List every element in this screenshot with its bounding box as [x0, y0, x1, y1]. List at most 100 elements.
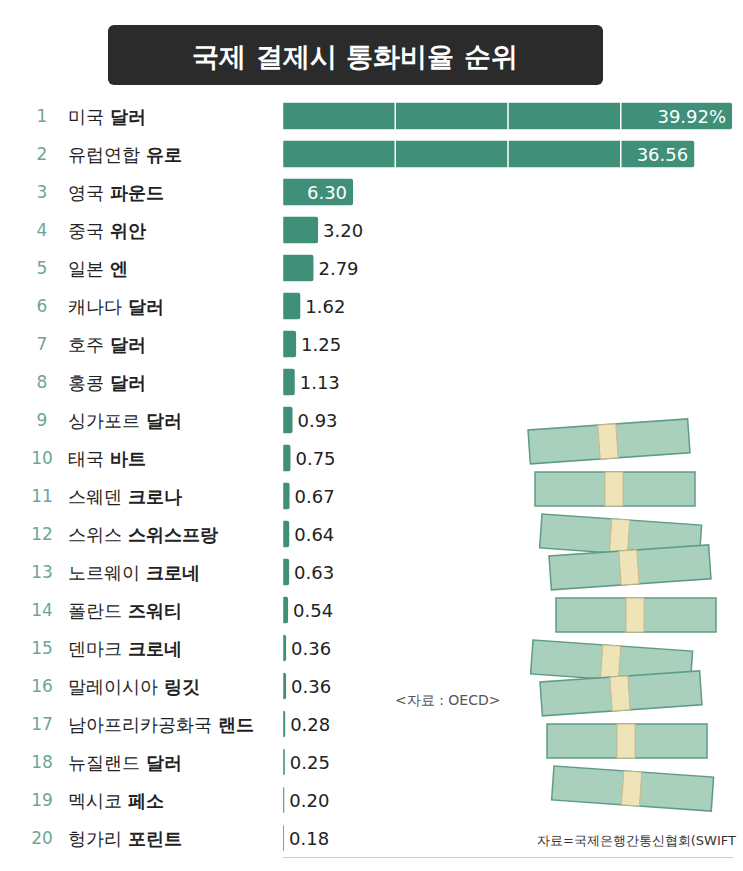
money-bundle [540, 671, 702, 716]
category-label: 미국 달러 [68, 106, 146, 127]
category-label: 호주 달러 [68, 334, 146, 355]
bar [282, 179, 353, 206]
category-label: 영국 파운드 [68, 182, 164, 203]
category-label: 태국 바트 [68, 448, 146, 469]
money-bundle [528, 419, 690, 464]
rank-label: 17 [31, 714, 53, 734]
category-label: 남아프리카공화국 랜드 [68, 714, 254, 735]
rank-label: 6 [37, 296, 48, 316]
rank-label: 3 [37, 182, 48, 202]
grid-line [507, 97, 509, 857]
rank-label: 10 [31, 448, 53, 468]
category-labels: 1234567891011121314151617181920미국 달러유럽연합… [31, 106, 254, 849]
money-bundle [547, 724, 707, 758]
category-label: 덴마크 크로네 [68, 638, 182, 659]
rank-label: 11 [31, 486, 53, 506]
bar [282, 255, 313, 282]
category-label: 폴란드 즈워티 [68, 600, 182, 621]
chart: 국제 결제시 통화비율 순위12345678910111213141516171… [0, 0, 743, 871]
bar [282, 331, 296, 358]
rank-label: 4 [37, 220, 48, 240]
rank-label: 18 [31, 752, 53, 772]
category-label: 노르웨이 크로네 [68, 562, 200, 583]
rank-label: 20 [31, 828, 53, 848]
data-label: 3.20 [323, 220, 363, 241]
bars [282, 103, 732, 852]
data-label: 0.75 [295, 448, 335, 469]
data-label: 0.63 [294, 562, 334, 583]
data-label: 2.79 [318, 258, 358, 279]
title: 국제 결제시 통화비율 순위 [192, 41, 517, 72]
category-label: 일본 엔 [68, 258, 128, 279]
category-label: 헝가리 포린트 [68, 828, 182, 849]
data-label: 0.36 [291, 638, 331, 659]
bar [282, 369, 295, 396]
bar [282, 445, 290, 472]
bundle-body [549, 545, 711, 590]
tick [282, 97, 283, 857]
category-label: 싱가포르 달러 [68, 410, 182, 431]
tick [395, 97, 396, 857]
data-label: 0.18 [289, 828, 329, 849]
grid-line [733, 97, 735, 857]
bar [282, 217, 318, 244]
data-label: 39.92% [657, 106, 726, 127]
axis-line [283, 857, 734, 858]
category-label: 캐나다 달러 [68, 296, 164, 317]
bundle-band [610, 676, 630, 711]
bar [282, 293, 300, 320]
bundle-band [605, 472, 623, 506]
money-bundle [552, 766, 714, 811]
data-label: 0.64 [294, 524, 334, 545]
category-label: 멕시코 페소 [68, 790, 164, 811]
bundle-body [535, 472, 695, 506]
data-label: 1.62 [305, 296, 345, 317]
category-label: 스웨덴 크로나 [68, 486, 182, 507]
rank-label: 7 [37, 334, 48, 354]
data-label: 1.25 [301, 334, 341, 355]
bundle-band [609, 519, 629, 554]
rank-label: 1 [37, 106, 48, 126]
category-label: 뉴질랜드 달러 [68, 752, 182, 773]
category-label: 중국 위안 [68, 220, 146, 241]
data-label: 0.67 [295, 486, 335, 507]
data-label: 0.54 [293, 600, 333, 621]
data-label: 0.28 [290, 714, 330, 735]
bundle-body [547, 724, 707, 758]
bundle-band [619, 550, 639, 585]
data-labels: 39.92%36.566.303.202.791.621.251.130.930… [289, 106, 726, 849]
tick [508, 97, 509, 857]
data-label: 36.56 [637, 144, 689, 165]
rank-label: 16 [31, 676, 53, 696]
rank-label: 14 [31, 600, 53, 620]
bundle-band [626, 598, 644, 632]
money-illustration [528, 419, 716, 811]
category-label: 말레이시아 링깃 [68, 676, 200, 697]
source: 자료=국제은행간통신협회(SWIFT [537, 833, 736, 848]
tick [733, 97, 734, 857]
money-bundle [556, 598, 716, 632]
rank-label: 5 [37, 258, 48, 278]
bundle-band [621, 771, 641, 806]
bundle-band [598, 424, 618, 459]
bar [282, 141, 694, 168]
rank-label: 19 [31, 790, 53, 810]
rank-label: 8 [37, 372, 48, 392]
rank-label: 12 [31, 524, 53, 544]
rank-label: 2 [37, 144, 48, 164]
category-label: 스위스 스위스프랑 [68, 524, 218, 545]
data-label: 0.25 [290, 752, 330, 773]
category-label: 홍콩 달러 [68, 372, 146, 393]
title-box [108, 25, 603, 85]
bundle-body [552, 766, 714, 811]
bundle-body [528, 419, 690, 464]
data-label: 6.30 [307, 182, 347, 203]
rank-label: 9 [37, 410, 48, 430]
bundle-body [556, 598, 716, 632]
data-label: 0.36 [291, 676, 331, 697]
bundle-band [617, 724, 635, 758]
bundle-body [540, 671, 702, 716]
category-label: 유럽연합 유로 [68, 144, 182, 165]
grid-line [395, 97, 397, 857]
data-label: 0.93 [297, 410, 337, 431]
